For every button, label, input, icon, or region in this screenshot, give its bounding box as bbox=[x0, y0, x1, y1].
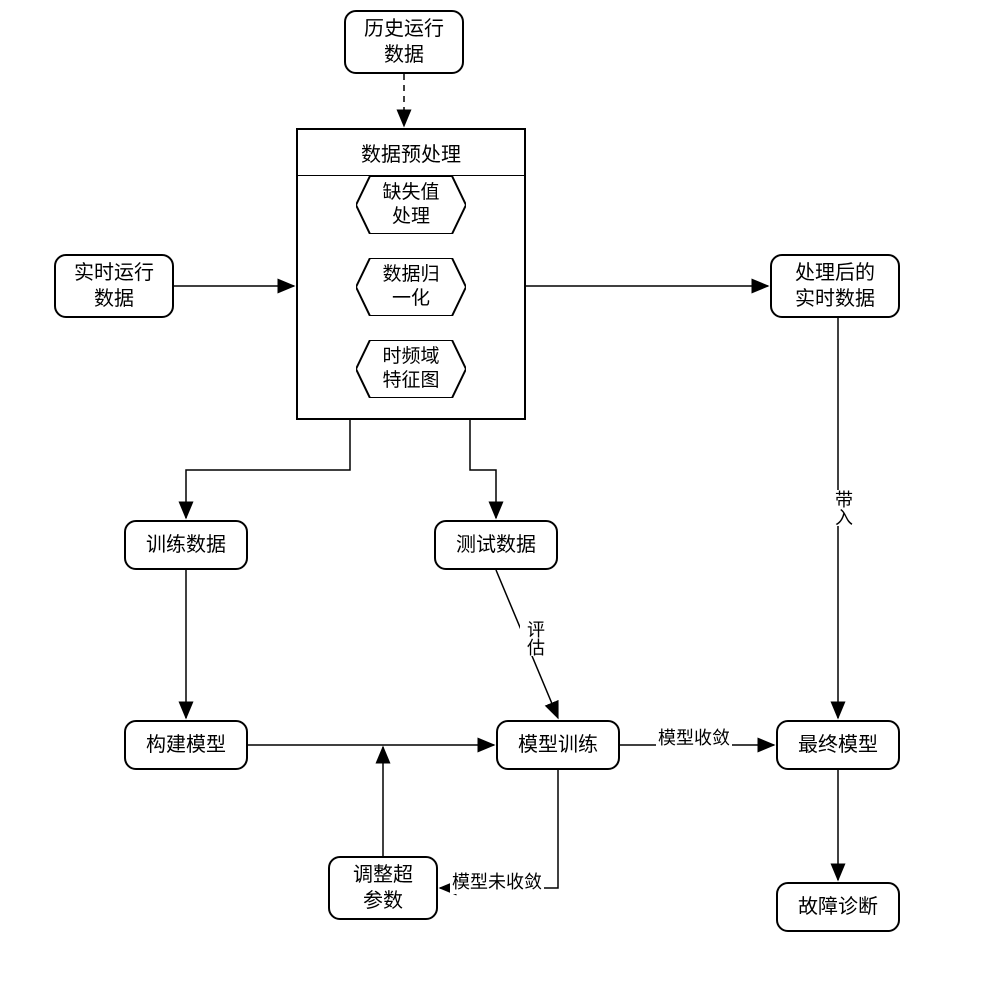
edge-label-converged: 模型收敛 bbox=[656, 724, 732, 750]
node-processed-data: 处理后的实时数据 bbox=[770, 254, 900, 318]
edge-label-not-converged: 模型未收敛 bbox=[450, 868, 544, 894]
node-label: 历史运行数据 bbox=[364, 16, 444, 68]
edge-label-input: 带入 bbox=[828, 490, 858, 526]
node-adjust-hyperparams: 调整超参数 bbox=[328, 856, 438, 920]
node-historical-data: 历史运行数据 bbox=[344, 10, 464, 74]
hex-label: 时频域特征图 bbox=[382, 345, 439, 393]
node-label: 构建模型 bbox=[146, 732, 226, 758]
node-label: 故障诊断 bbox=[798, 894, 878, 920]
node-build-model: 构建模型 bbox=[124, 720, 248, 770]
node-label: 最终模型 bbox=[798, 732, 878, 758]
node-test-data: 测试数据 bbox=[434, 520, 558, 570]
hex-label: 缺失值处理 bbox=[382, 181, 439, 229]
node-label: 调整超参数 bbox=[353, 862, 413, 914]
hex-missing-values: 缺失值处理 bbox=[356, 176, 466, 234]
node-label: 训练数据 bbox=[146, 532, 226, 558]
node-label: 处理后的实时数据 bbox=[795, 260, 875, 312]
node-label: 测试数据 bbox=[456, 532, 536, 558]
node-model-train: 模型训练 bbox=[496, 720, 620, 770]
hex-label: 数据归一化 bbox=[382, 263, 439, 311]
node-fault-diagnosis: 故障诊断 bbox=[776, 882, 900, 932]
node-train-data: 训练数据 bbox=[124, 520, 248, 570]
node-label: 模型训练 bbox=[518, 732, 598, 758]
hex-time-freq: 时频域特征图 bbox=[356, 340, 466, 398]
edge-label-evaluate: 评估 bbox=[520, 620, 550, 656]
node-label: 实时运行数据 bbox=[74, 260, 154, 312]
hex-normalization: 数据归一化 bbox=[356, 258, 466, 316]
node-realtime-data: 实时运行数据 bbox=[54, 254, 174, 318]
container-title: 数据预处理 bbox=[298, 130, 524, 176]
node-final-model: 最终模型 bbox=[776, 720, 900, 770]
